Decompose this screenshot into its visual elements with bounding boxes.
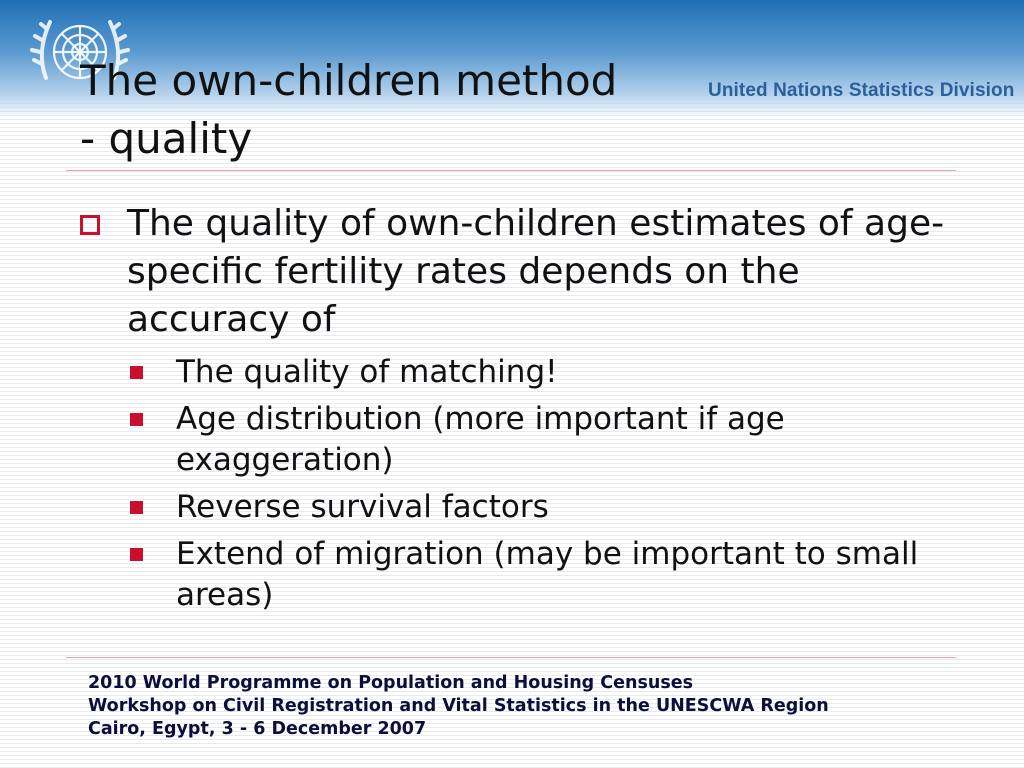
sub-bullet-text: Reverse survival factors [176, 489, 549, 525]
sub-bullet-list: The quality of matching! Age distributio… [78, 352, 958, 616]
filled-square-icon [130, 366, 143, 379]
slide-body: The quality of own-children estimates of… [78, 200, 958, 622]
footer-divider [66, 657, 956, 658]
main-bullet-text: The quality of own-children estimates of… [127, 203, 945, 340]
title-divider [66, 170, 956, 171]
main-bullet: The quality of own-children estimates of… [78, 200, 958, 344]
header-band: United Nations Statistics Division [0, 0, 1024, 118]
sub-bullet-item: The quality of matching! [78, 352, 958, 393]
footer-line-2: Workshop on Civil Registration and Vital… [88, 696, 829, 716]
footer-line-3: Cairo, Egypt, 3 - 6 December 2007 [88, 719, 427, 739]
filled-square-icon [130, 413, 143, 426]
sub-bullet-item: Reverse survival factors [78, 487, 958, 528]
slide-title-line-2: - quality [80, 114, 253, 163]
footer-line-1: 2010 World Programme on Population and H… [88, 673, 694, 693]
sub-bullet-text: Age distribution (more important if age … [176, 401, 785, 478]
sub-bullet-item: Extend of migration (may be important to… [78, 534, 958, 616]
filled-square-icon [130, 501, 143, 514]
slide-title-line-1: The own-children method [80, 56, 618, 105]
slide-title: The own-children method - quality [80, 52, 720, 168]
filled-square-icon [130, 548, 143, 561]
hollow-square-icon [80, 215, 100, 235]
sub-bullet-text: Extend of migration (may be important to… [176, 536, 919, 613]
un-emblem-icon [30, 20, 130, 80]
organization-name: United Nations Statistics Division [708, 80, 1015, 101]
slide-footer: 2010 World Programme on Population and H… [88, 672, 968, 741]
sub-bullet-text: The quality of matching! [176, 354, 558, 390]
sub-bullet-item: Age distribution (more important if age … [78, 399, 958, 481]
